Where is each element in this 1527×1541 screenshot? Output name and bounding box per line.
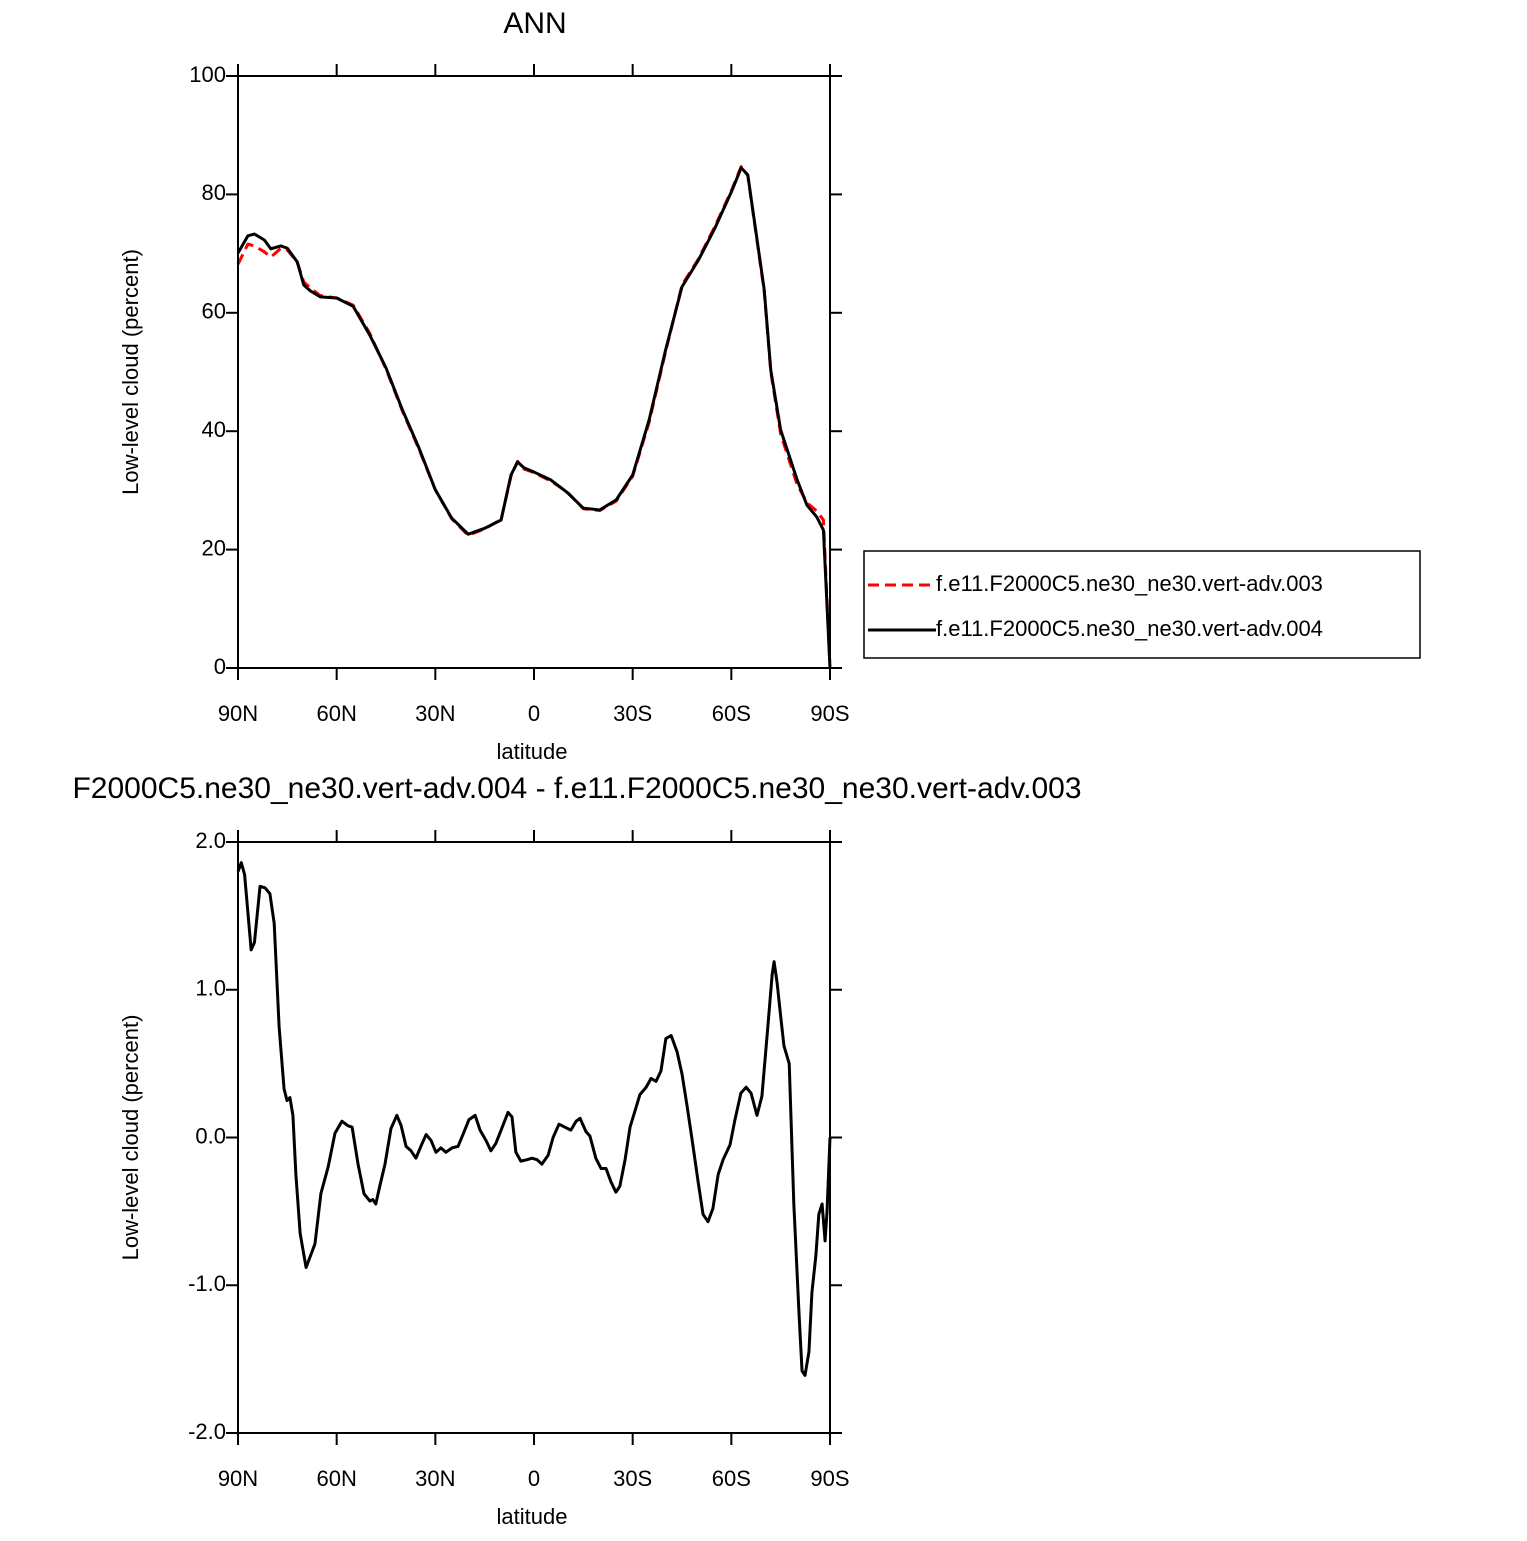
y-axis-label: Low-level cloud (percent) xyxy=(118,249,143,495)
plot-frame xyxy=(237,75,831,669)
x-axis-label: latitude xyxy=(497,1504,568,1529)
x-tick-label: 30S xyxy=(613,701,652,726)
data-line xyxy=(236,166,832,669)
data-line xyxy=(236,165,832,669)
y-tick-label: 0.0 xyxy=(195,1123,226,1148)
x-tick-label: 90N xyxy=(218,701,258,726)
x-axis-label: latitude xyxy=(497,739,568,764)
y-tick-label: 80 xyxy=(202,180,226,205)
chart-title: ANN xyxy=(503,7,566,40)
y-tick-label: 0 xyxy=(214,654,226,679)
x-tick-label: 60S xyxy=(712,1466,751,1491)
y-tick-label: 1.0 xyxy=(195,976,226,1001)
y-tick-label: 2.0 xyxy=(195,828,226,853)
chart-title: F2000C5.ne30_ne30.vert-adv.004 - f.e11.F… xyxy=(72,772,1081,805)
x-tick-label: 60S xyxy=(712,701,751,726)
x-tick-label: 30N xyxy=(415,701,455,726)
x-tick-label: 30S xyxy=(613,1466,652,1491)
y-tick-label: 60 xyxy=(202,299,226,324)
x-tick-label: 60N xyxy=(316,1466,356,1491)
x-tick-label: 0 xyxy=(528,1466,540,1491)
x-tick-label: 0 xyxy=(528,701,540,726)
y-tick-label: -2.0 xyxy=(188,1419,226,1444)
x-tick-label: 30N xyxy=(415,1466,455,1491)
y-tick-label: 20 xyxy=(202,535,226,560)
data-line xyxy=(236,861,832,1377)
x-tick-label: 90S xyxy=(810,1466,849,1491)
x-tick-label: 90N xyxy=(218,1466,258,1491)
x-tick-label: 90S xyxy=(810,701,849,726)
legend-box xyxy=(863,550,1421,659)
legend-label: f.e11.F2000C5.ne30_ne30.vert-adv.003 xyxy=(936,571,1323,596)
y-tick-label: -1.0 xyxy=(188,1271,226,1296)
y-tick-label: 40 xyxy=(202,417,226,442)
y-tick-label: 100 xyxy=(189,62,226,87)
legend-label: f.e11.F2000C5.ne30_ne30.vert-adv.004 xyxy=(936,616,1323,641)
y-axis-label: Low-level cloud (percent) xyxy=(118,1015,143,1261)
plot-frame xyxy=(237,841,831,1434)
x-tick-label: 60N xyxy=(316,701,356,726)
